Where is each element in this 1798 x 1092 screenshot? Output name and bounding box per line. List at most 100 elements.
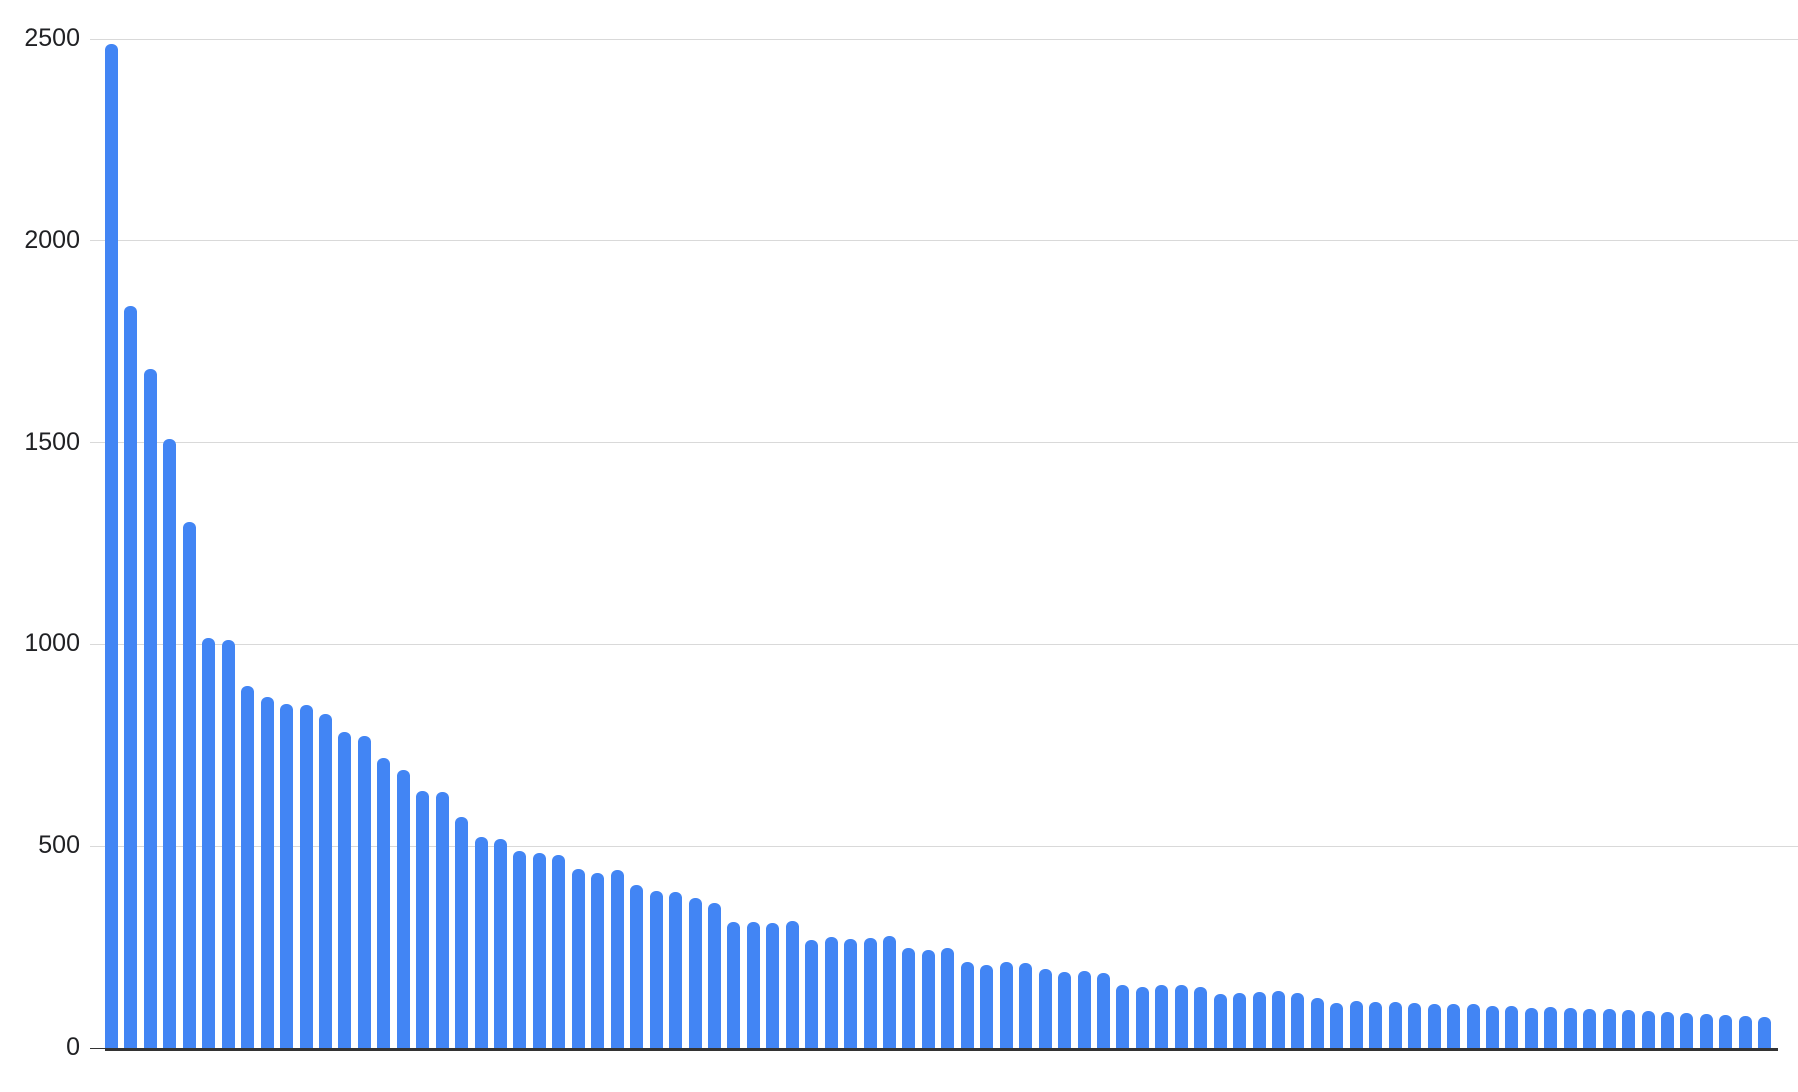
y-tick-label-0: 0 — [66, 1033, 80, 1061]
bar[interactable] — [202, 637, 216, 1048]
bar[interactable] — [805, 939, 819, 1048]
bar[interactable] — [1388, 1001, 1402, 1048]
bar[interactable] — [299, 705, 313, 1048]
bar[interactable] — [494, 839, 507, 1048]
bar[interactable] — [1719, 1015, 1733, 1048]
bar[interactable] — [1058, 972, 1072, 1048]
bar[interactable] — [1466, 1004, 1480, 1048]
bar[interactable] — [1738, 1016, 1752, 1048]
bar[interactable] — [1096, 972, 1110, 1048]
y-tick-mark-1000 — [90, 643, 105, 645]
bar[interactable] — [610, 870, 624, 1048]
y-tick-mark-0 — [90, 1047, 105, 1049]
bar[interactable] — [980, 965, 994, 1048]
bar[interactable] — [766, 923, 780, 1048]
bar[interactable] — [221, 639, 235, 1048]
bar[interactable] — [1272, 991, 1285, 1048]
bar[interactable] — [1563, 1008, 1577, 1048]
bar[interactable] — [1427, 1003, 1441, 1048]
bar[interactable] — [1019, 962, 1033, 1048]
bar[interactable] — [1233, 992, 1247, 1048]
y-tick-label-2000: 2000 — [24, 225, 80, 254]
bar[interactable] — [532, 853, 546, 1048]
y-tick-label-1000: 1000 — [24, 629, 80, 658]
bar[interactable] — [883, 935, 896, 1048]
bar[interactable] — [785, 921, 799, 1048]
gridline-2000 — [105, 240, 1798, 242]
bar[interactable] — [630, 884, 644, 1048]
bar[interactable] — [1602, 1009, 1616, 1048]
bar[interactable] — [941, 948, 955, 1048]
bar[interactable] — [280, 704, 294, 1048]
bar[interactable] — [1155, 984, 1169, 1048]
bar[interactable] — [1116, 985, 1130, 1048]
bar[interactable] — [844, 939, 858, 1048]
bar[interactable] — [1369, 1002, 1383, 1048]
bar[interactable] — [357, 736, 371, 1048]
bar[interactable] — [1485, 1005, 1499, 1048]
bar[interactable] — [1135, 987, 1149, 1048]
bar[interactable] — [552, 855, 566, 1048]
bar[interactable] — [338, 731, 352, 1048]
bar[interactable] — [182, 521, 196, 1048]
bar[interactable] — [707, 903, 721, 1048]
bar[interactable] — [1524, 1007, 1538, 1048]
bar[interactable] — [124, 306, 138, 1048]
bar[interactable] — [513, 851, 527, 1048]
bar[interactable] — [902, 947, 916, 1048]
bar[interactable] — [1252, 991, 1266, 1048]
bar[interactable] — [163, 439, 177, 1048]
bar[interactable] — [1174, 985, 1188, 1048]
bar[interactable] — [571, 869, 585, 1048]
bar[interactable] — [1213, 993, 1227, 1048]
bar[interactable] — [474, 837, 488, 1048]
bar[interactable] — [727, 921, 741, 1048]
bar[interactable] — [1194, 986, 1208, 1048]
bar[interactable] — [688, 897, 702, 1048]
bar[interactable] — [455, 817, 469, 1048]
bar[interactable] — [1622, 1010, 1636, 1048]
bar[interactable] — [1447, 1003, 1461, 1048]
bar[interactable] — [824, 936, 838, 1048]
bar[interactable] — [1077, 971, 1091, 1048]
bar[interactable] — [1641, 1011, 1655, 1048]
bar[interactable] — [1408, 1002, 1422, 1048]
bar[interactable] — [591, 873, 605, 1048]
y-tick-mark-2000 — [90, 240, 105, 242]
bar[interactable] — [377, 758, 391, 1048]
bar[interactable] — [863, 938, 877, 1048]
bar[interactable] — [1038, 968, 1052, 1048]
y-tick-mark-500 — [90, 845, 105, 847]
y-tick-mark-2500 — [90, 38, 105, 40]
bar[interactable] — [649, 891, 663, 1048]
bar[interactable] — [1330, 1002, 1344, 1048]
bar[interactable] — [746, 922, 760, 1048]
bar[interactable] — [318, 714, 332, 1048]
bar[interactable] — [1758, 1017, 1772, 1048]
gridline-500 — [105, 845, 1798, 847]
bar[interactable] — [241, 686, 255, 1048]
x-axis-line — [105, 1048, 1778, 1051]
bar[interactable] — [1505, 1006, 1519, 1048]
bar[interactable] — [921, 950, 935, 1048]
bar[interactable] — [1544, 1007, 1558, 1048]
bar[interactable] — [396, 770, 410, 1048]
bar[interactable] — [1310, 997, 1324, 1048]
bar[interactable] — [960, 962, 974, 1048]
bar[interactable] — [999, 962, 1013, 1048]
bar[interactable] — [1349, 1001, 1363, 1048]
bar[interactable] — [669, 892, 683, 1048]
bar[interactable] — [1291, 992, 1305, 1048]
bar[interactable] — [1583, 1008, 1597, 1048]
bar[interactable] — [416, 790, 430, 1048]
y-tick-label-500: 500 — [38, 831, 80, 860]
bar[interactable] — [105, 44, 118, 1048]
bar[interactable] — [1699, 1014, 1713, 1048]
bar[interactable] — [1680, 1012, 1694, 1048]
bar[interactable] — [143, 368, 157, 1048]
bar[interactable] — [260, 697, 274, 1048]
bar[interactable] — [435, 792, 449, 1048]
bar[interactable] — [1661, 1012, 1674, 1048]
